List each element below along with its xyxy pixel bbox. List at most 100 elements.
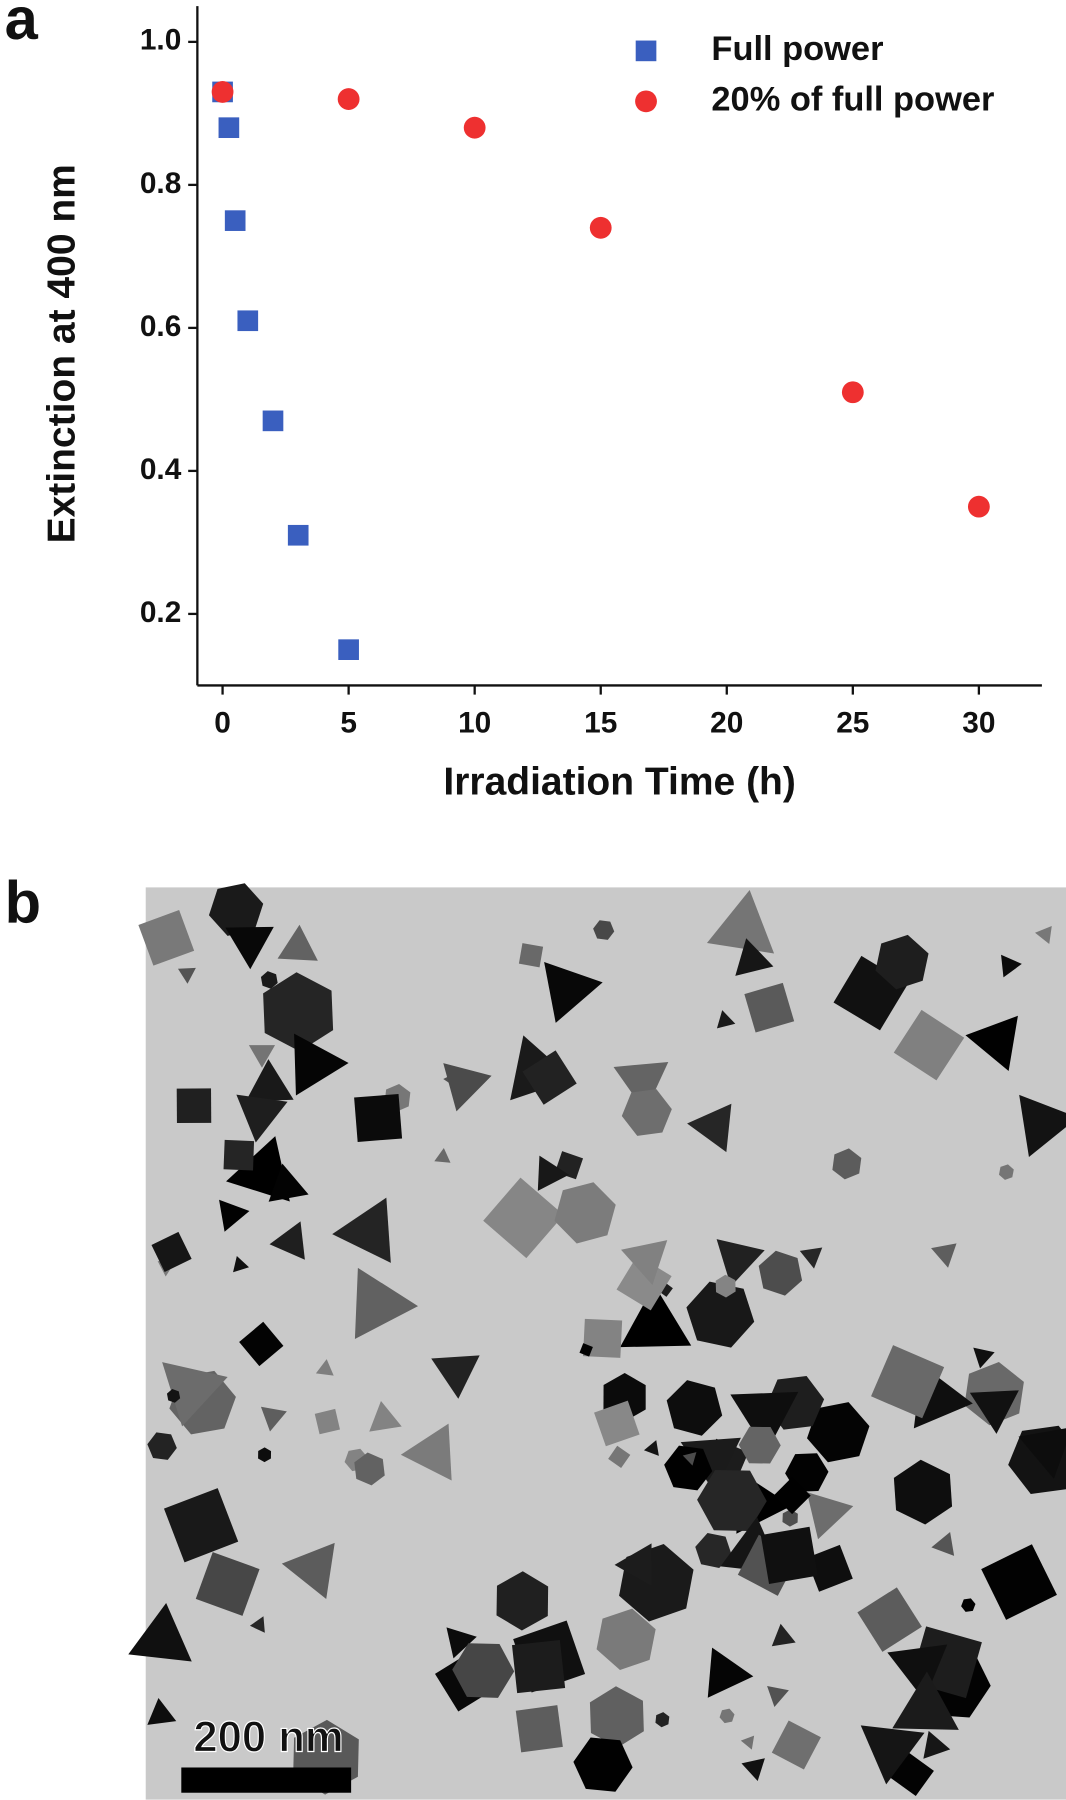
particle [998, 1164, 1014, 1180]
particle [807, 1402, 870, 1463]
particle [223, 1139, 255, 1171]
legend-label: Full power [711, 30, 883, 68]
particle [147, 1432, 177, 1460]
particle [163, 1488, 239, 1563]
particle [248, 1045, 276, 1068]
particle [233, 1256, 250, 1273]
scale-bar [181, 1767, 352, 1793]
y-tick-label: 1.0 [140, 24, 181, 57]
particle [716, 1239, 765, 1287]
particle [707, 1647, 754, 1698]
point [589, 216, 612, 239]
point [287, 524, 309, 546]
particle [655, 1712, 670, 1728]
x-tick-label: 15 [584, 706, 617, 739]
particle [613, 1062, 669, 1112]
particle [147, 1697, 177, 1725]
particles [128, 883, 1066, 1796]
particle [760, 1526, 818, 1585]
particle [354, 1094, 403, 1143]
particle [782, 1509, 798, 1527]
particle [981, 1544, 1057, 1620]
particle [249, 1616, 265, 1633]
x-tick-label: 0 [214, 706, 231, 739]
particle [965, 1015, 1018, 1071]
y-axis-label: Extinction at 400 nm [41, 164, 84, 543]
particle [573, 1737, 633, 1792]
particle [715, 1274, 736, 1298]
particle [857, 1587, 922, 1652]
particle [730, 1391, 799, 1453]
particle [706, 890, 775, 954]
particle [614, 1543, 652, 1587]
particle [128, 1603, 192, 1662]
particle [1001, 954, 1022, 978]
particle [740, 1735, 755, 1750]
particle [512, 1640, 566, 1694]
particle [893, 1009, 965, 1081]
particle [260, 1406, 287, 1432]
particle [369, 1400, 402, 1432]
plot: 0 5 10 15 20 25 30 0.2 0.4 0.6 0.8 1.0 Full power 20%… [140, 6, 1042, 739]
particle [239, 1321, 284, 1367]
particle [738, 1426, 781, 1464]
point [338, 639, 359, 660]
particle [166, 1389, 181, 1403]
particle [589, 1686, 644, 1748]
particle [608, 1445, 631, 1468]
x-tick-label: 10 [458, 706, 491, 739]
particle [1035, 926, 1052, 944]
particle [961, 1598, 976, 1612]
particle [593, 920, 615, 940]
point [463, 116, 486, 139]
particle [892, 1671, 959, 1730]
particle [682, 1452, 697, 1466]
particle [446, 1627, 477, 1659]
particle [515, 1705, 563, 1753]
particle [176, 1088, 212, 1123]
point [218, 117, 240, 139]
particle [767, 1686, 789, 1708]
particle [744, 982, 795, 1033]
particle [314, 1408, 340, 1435]
point [841, 381, 864, 404]
particle [268, 1163, 309, 1202]
particle [719, 1708, 735, 1724]
x-tick-label: 30 [962, 706, 995, 739]
particle [871, 1345, 945, 1419]
particle [138, 909, 195, 966]
panel-label: b [5, 869, 41, 936]
particle [263, 972, 334, 1052]
legend-marker [635, 40, 657, 62]
x-tick-label: 5 [340, 706, 357, 739]
point [967, 495, 990, 518]
particle [969, 1390, 1019, 1434]
particle [583, 1318, 623, 1358]
particle [1019, 1094, 1066, 1158]
particle [621, 1240, 668, 1285]
x-axis-label: Irradiation Time (h) [443, 760, 796, 803]
particle [544, 961, 603, 1023]
particle [887, 1644, 948, 1701]
legend-label: 20% of full power [711, 80, 994, 118]
particle [695, 1532, 732, 1568]
particle [832, 1148, 862, 1180]
particle [579, 1343, 593, 1357]
particle [875, 934, 929, 990]
particle [315, 1359, 334, 1376]
point [337, 88, 360, 110]
particle [219, 1199, 250, 1232]
particle [260, 971, 278, 989]
particle [443, 1063, 492, 1112]
y-tick-label: 0.2 [140, 596, 181, 629]
point [262, 410, 284, 432]
particle [931, 1243, 957, 1268]
particle [686, 1281, 755, 1348]
particle [620, 1284, 692, 1348]
particle [354, 1452, 385, 1486]
particle [643, 1440, 659, 1456]
particle [151, 1231, 192, 1273]
particle [1018, 1428, 1066, 1479]
point [237, 310, 259, 332]
